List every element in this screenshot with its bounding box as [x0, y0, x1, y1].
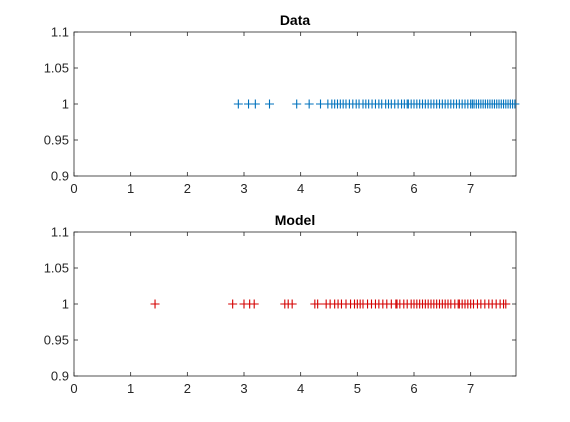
model-x-tick-label: 1 — [127, 381, 134, 396]
data-x-tick-label: 5 — [354, 181, 361, 196]
data-point — [510, 99, 520, 109]
data-x-tick-label: 3 — [240, 181, 247, 196]
data-y-tick-label: 1.1 — [51, 25, 69, 40]
data-y-tick-label: 0.9 — [51, 169, 69, 184]
data-x-tick-label: 6 — [410, 181, 417, 196]
model-y-tick-label: 1.1 — [51, 225, 69, 240]
model-x-tick-label: 3 — [240, 381, 247, 396]
data-point — [265, 99, 274, 109]
model-y-tick-label: 0.95 — [44, 333, 69, 348]
data-title: Data — [280, 12, 311, 28]
model-title: Model — [275, 212, 315, 228]
model-point — [501, 299, 511, 309]
data-x-tick-label: 1 — [127, 181, 134, 196]
model-point — [287, 299, 297, 309]
data-x-tick-label: 2 — [184, 181, 191, 196]
data-x-tick-label: 4 — [297, 181, 304, 196]
model-point — [228, 299, 238, 309]
model-x-tick-label: 5 — [354, 381, 361, 396]
data-x-tick-label: 0 — [70, 181, 77, 196]
model-point — [249, 299, 259, 309]
data-y-tick-label: 0.95 — [44, 133, 69, 148]
model-point — [313, 299, 323, 309]
model-x-tick-label: 2 — [184, 381, 191, 396]
model-y-tick-label: 1 — [62, 297, 69, 312]
model-point — [150, 299, 160, 309]
data-x-tick-label: 7 — [467, 181, 474, 196]
model-x-tick-label: 4 — [297, 381, 304, 396]
data-y-tick-label: 1.05 — [44, 61, 69, 76]
model-subplot: Model 0 1 2 3 4 5 6 7 0.9 0.95 1 1.05 1.1 — [44, 212, 517, 396]
model-x-tick-label: 7 — [467, 381, 474, 396]
model-y-tick-label: 0.9 — [51, 369, 69, 384]
data-point — [233, 99, 243, 109]
model-x-tick-label: 6 — [410, 381, 417, 396]
data-point — [292, 99, 302, 109]
model-x-tick-label: 0 — [70, 381, 77, 396]
data-y-tick-label: 1 — [62, 97, 69, 112]
data-subplot: Data 0 1 2 3 4 5 6 7 0.9 0.95 1 1.05 1.1 — [44, 12, 520, 196]
data-point — [250, 99, 260, 109]
data-point — [304, 99, 314, 109]
model-y-tick-label: 1.05 — [44, 261, 69, 276]
